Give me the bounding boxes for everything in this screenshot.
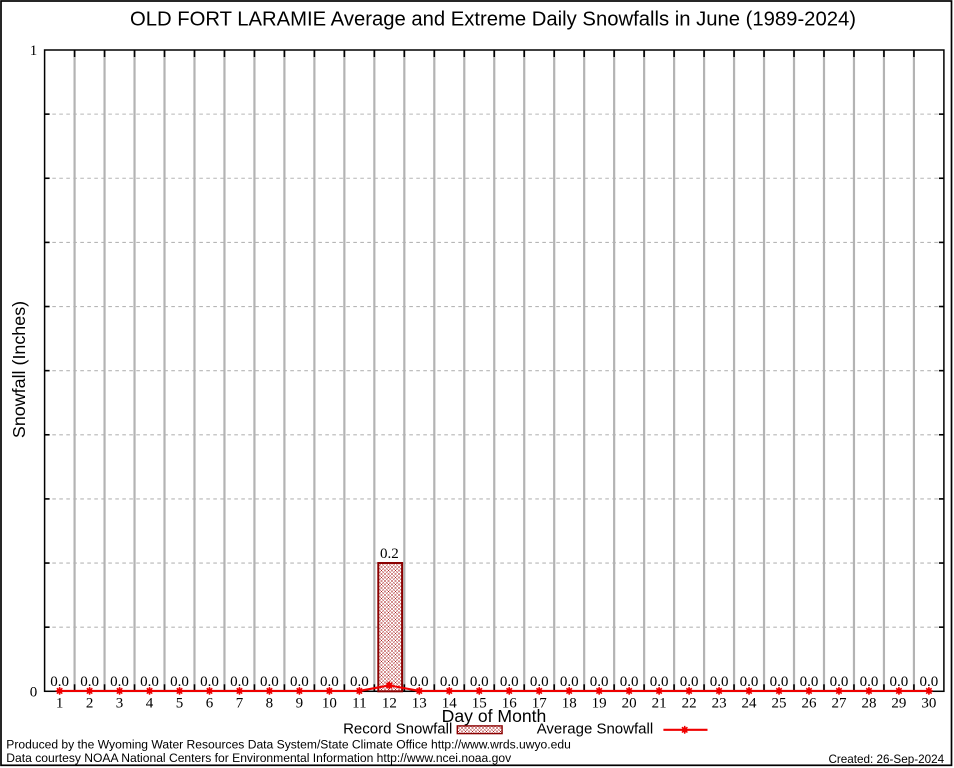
svg-text:0.0: 0.0 — [530, 674, 549, 690]
svg-text:0.0: 0.0 — [560, 674, 579, 690]
svg-text:22: 22 — [682, 696, 697, 712]
svg-text:1: 1 — [56, 696, 64, 712]
svg-text:0.0: 0.0 — [470, 674, 489, 690]
svg-text:15: 15 — [472, 696, 487, 712]
svg-text:0.0: 0.0 — [710, 674, 729, 690]
svg-text:0: 0 — [30, 684, 38, 700]
svg-text:0.0: 0.0 — [230, 674, 249, 690]
svg-text:0.0: 0.0 — [800, 674, 819, 690]
svg-text:21: 21 — [652, 696, 667, 712]
svg-text:0.0: 0.0 — [170, 674, 189, 690]
svg-text:0.0: 0.0 — [410, 674, 429, 690]
svg-text:0.0: 0.0 — [830, 674, 849, 690]
svg-text:0.0: 0.0 — [920, 674, 939, 690]
svg-text:4: 4 — [146, 696, 154, 712]
svg-text:11: 11 — [352, 696, 366, 712]
svg-text:3: 3 — [116, 696, 124, 712]
svg-text:0.0: 0.0 — [110, 674, 129, 690]
svg-text:0.0: 0.0 — [620, 674, 639, 690]
svg-text:17: 17 — [532, 696, 548, 712]
svg-text:0.0: 0.0 — [890, 674, 909, 690]
svg-text:24: 24 — [742, 696, 758, 712]
svg-text:OLD FORT LARAMIE Average and E: OLD FORT LARAMIE Average and Extreme Dai… — [130, 9, 856, 31]
svg-text:23: 23 — [712, 696, 727, 712]
svg-text:0.0: 0.0 — [50, 674, 69, 690]
svg-text:19: 19 — [592, 696, 607, 712]
svg-text:9: 9 — [296, 696, 304, 712]
svg-text:0.0: 0.0 — [140, 674, 159, 690]
svg-text:20: 20 — [622, 696, 637, 712]
svg-text:18: 18 — [562, 696, 577, 712]
svg-text:25: 25 — [772, 696, 787, 712]
svg-text:0.0: 0.0 — [860, 674, 879, 690]
svg-text:Produced by the Wyoming Water: Produced by the Wyoming Water Resources … — [6, 738, 571, 752]
svg-text:0.2: 0.2 — [380, 546, 399, 562]
svg-text:8: 8 — [266, 696, 274, 712]
svg-text:0.0: 0.0 — [320, 674, 339, 690]
svg-text:28: 28 — [861, 696, 876, 712]
svg-text:0.0: 0.0 — [770, 674, 789, 690]
svg-text:Snowfall (Inches): Snowfall (Inches) — [9, 301, 29, 438]
svg-text:Average Snowfall: Average Snowfall — [537, 720, 653, 737]
svg-text:Created: 26-Sep-2024: Created: 26-Sep-2024 — [828, 753, 944, 766]
svg-text:0.0: 0.0 — [500, 674, 519, 690]
svg-text:0.0: 0.0 — [650, 674, 669, 690]
svg-text:0.0: 0.0 — [350, 674, 369, 690]
svg-text:0.0: 0.0 — [590, 674, 609, 690]
svg-text:5: 5 — [176, 696, 184, 712]
svg-text:26: 26 — [802, 696, 818, 712]
svg-text:14: 14 — [442, 696, 458, 712]
svg-text:27: 27 — [831, 696, 847, 712]
svg-text:Day of Month: Day of Month — [442, 706, 547, 726]
svg-text:0.0: 0.0 — [440, 674, 459, 690]
svg-text:Record Snowfall: Record Snowfall — [343, 720, 452, 737]
svg-text:6: 6 — [206, 696, 214, 712]
svg-text:0.0: 0.0 — [290, 674, 309, 690]
svg-text:7: 7 — [236, 696, 244, 712]
svg-text:2: 2 — [86, 696, 94, 712]
svg-text:10: 10 — [322, 696, 337, 712]
svg-text:0.0: 0.0 — [740, 674, 759, 690]
svg-text:0.0: 0.0 — [680, 674, 699, 690]
svg-text:12: 12 — [382, 696, 397, 712]
svg-text:13: 13 — [412, 696, 427, 712]
svg-text:16: 16 — [502, 696, 518, 712]
svg-text:0.0: 0.0 — [200, 674, 219, 690]
svg-text:0.0: 0.0 — [260, 674, 279, 690]
svg-text:0.0: 0.0 — [80, 674, 99, 690]
svg-text:29: 29 — [891, 696, 906, 712]
svg-text:1: 1 — [30, 43, 38, 59]
svg-text:Data courtesy NOAA National Ce: Data courtesy NOAA National Centers for … — [6, 751, 511, 765]
svg-text:30: 30 — [921, 696, 936, 712]
